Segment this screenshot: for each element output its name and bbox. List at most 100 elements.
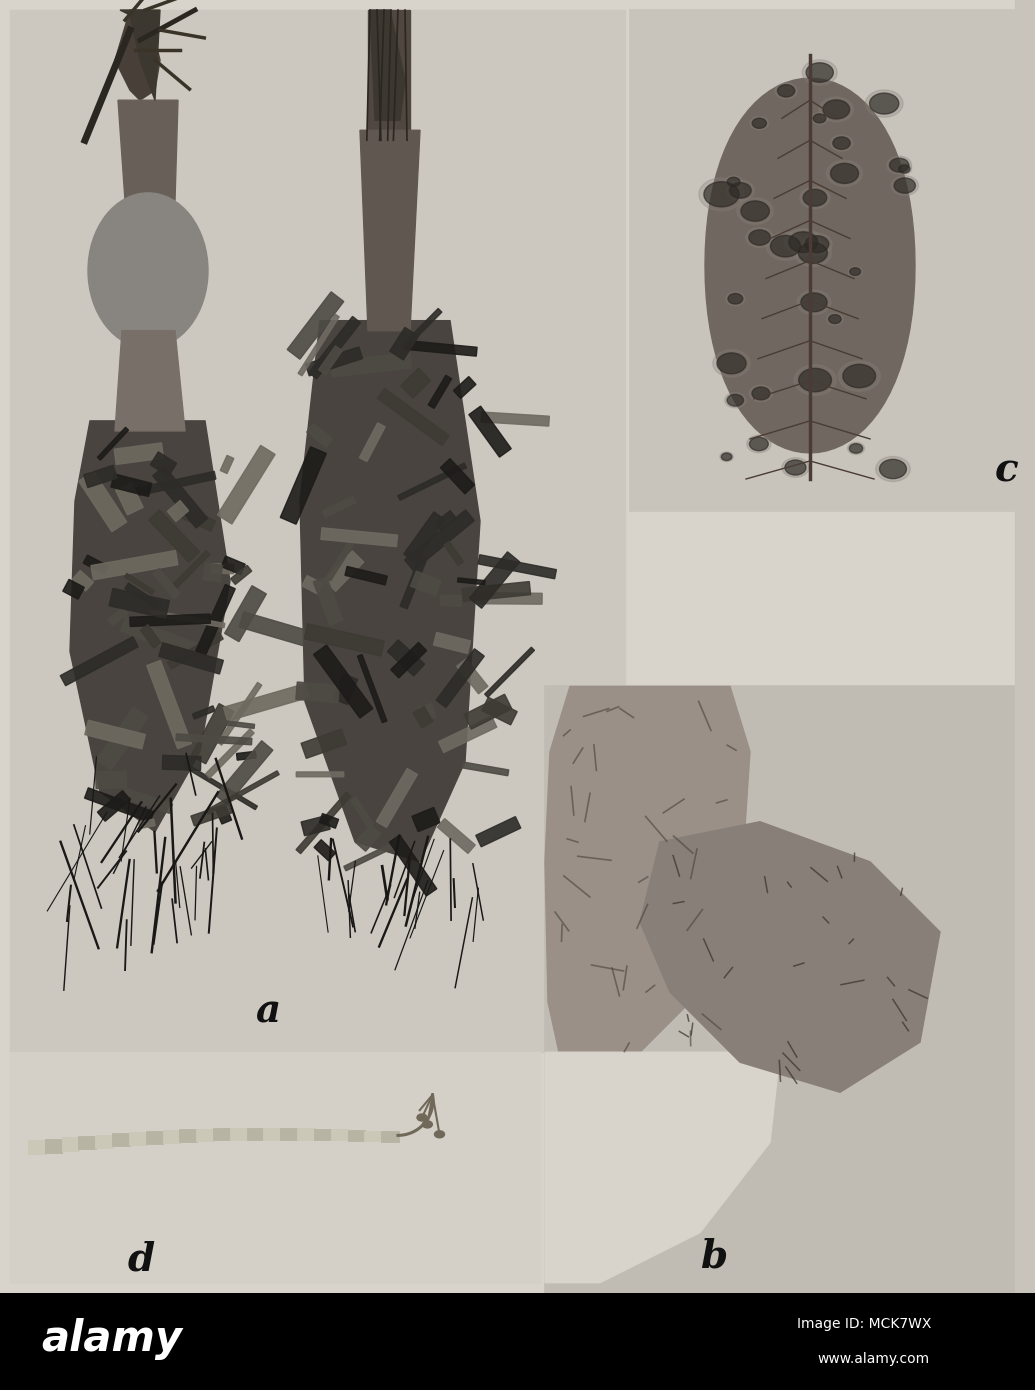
Ellipse shape [746, 228, 773, 247]
Ellipse shape [842, 364, 876, 388]
Polygon shape [296, 771, 344, 777]
Polygon shape [377, 769, 417, 827]
Polygon shape [305, 348, 362, 375]
Polygon shape [296, 682, 339, 703]
Polygon shape [193, 706, 215, 719]
Ellipse shape [770, 235, 800, 257]
Ellipse shape [830, 164, 858, 183]
Ellipse shape [794, 239, 831, 267]
Polygon shape [120, 10, 160, 100]
Polygon shape [183, 763, 258, 809]
Polygon shape [351, 796, 374, 827]
Ellipse shape [713, 350, 750, 377]
Polygon shape [288, 292, 344, 359]
Polygon shape [413, 706, 433, 728]
Ellipse shape [794, 364, 836, 395]
Polygon shape [63, 580, 84, 599]
Ellipse shape [865, 90, 903, 117]
Ellipse shape [889, 158, 909, 172]
Polygon shape [83, 555, 109, 574]
Polygon shape [79, 471, 126, 532]
Polygon shape [476, 816, 521, 847]
Ellipse shape [823, 100, 850, 120]
Polygon shape [139, 819, 155, 828]
Polygon shape [168, 500, 188, 521]
Polygon shape [115, 10, 160, 100]
Ellipse shape [814, 114, 826, 122]
Polygon shape [484, 648, 534, 698]
Polygon shape [405, 510, 474, 571]
Bar [95, 1134, 113, 1148]
Polygon shape [141, 624, 160, 648]
Polygon shape [428, 375, 451, 409]
Polygon shape [439, 716, 497, 752]
Polygon shape [296, 792, 351, 853]
Polygon shape [469, 406, 511, 457]
Polygon shape [369, 10, 405, 121]
Polygon shape [221, 556, 245, 574]
Polygon shape [97, 791, 130, 821]
Ellipse shape [800, 186, 830, 208]
Polygon shape [304, 624, 384, 656]
Polygon shape [477, 592, 542, 605]
Polygon shape [217, 682, 262, 745]
Bar [545, 687, 1025, 1293]
Ellipse shape [728, 293, 743, 304]
Bar [129, 1131, 147, 1145]
Polygon shape [360, 131, 420, 331]
Polygon shape [171, 550, 210, 589]
Polygon shape [401, 309, 442, 349]
Polygon shape [120, 617, 209, 663]
Ellipse shape [799, 368, 831, 392]
Ellipse shape [827, 160, 862, 186]
Ellipse shape [850, 268, 861, 275]
Polygon shape [300, 321, 480, 862]
Polygon shape [108, 607, 128, 626]
Polygon shape [462, 581, 531, 602]
Polygon shape [301, 816, 330, 835]
Ellipse shape [724, 392, 746, 407]
Polygon shape [705, 78, 915, 453]
Polygon shape [153, 466, 208, 528]
Polygon shape [306, 424, 332, 448]
Ellipse shape [749, 229, 770, 245]
Polygon shape [301, 730, 347, 759]
Ellipse shape [785, 460, 806, 475]
Polygon shape [444, 541, 464, 566]
Polygon shape [85, 720, 145, 749]
Polygon shape [345, 567, 387, 585]
Polygon shape [125, 582, 160, 609]
Polygon shape [481, 698, 518, 724]
Polygon shape [411, 571, 441, 596]
Polygon shape [462, 762, 509, 776]
Ellipse shape [789, 232, 818, 253]
Polygon shape [359, 423, 385, 461]
Polygon shape [96, 708, 148, 770]
Ellipse shape [891, 175, 918, 196]
Ellipse shape [750, 117, 768, 129]
Polygon shape [225, 585, 266, 642]
Ellipse shape [435, 1131, 444, 1138]
Polygon shape [153, 569, 180, 599]
Polygon shape [216, 806, 232, 824]
Polygon shape [640, 821, 940, 1093]
Bar [79, 1136, 96, 1150]
Ellipse shape [801, 293, 827, 311]
Ellipse shape [777, 85, 795, 97]
Polygon shape [171, 503, 215, 531]
Ellipse shape [797, 291, 831, 314]
Polygon shape [319, 346, 343, 375]
Ellipse shape [887, 156, 912, 174]
Polygon shape [211, 564, 234, 574]
Ellipse shape [806, 63, 833, 82]
Bar [331, 1129, 349, 1140]
Bar [179, 1129, 197, 1141]
Ellipse shape [829, 314, 841, 324]
Polygon shape [129, 614, 210, 627]
Ellipse shape [848, 442, 864, 455]
Polygon shape [203, 563, 223, 582]
Polygon shape [220, 456, 234, 474]
Polygon shape [401, 557, 426, 609]
Bar [10, 1052, 540, 1283]
Ellipse shape [802, 234, 832, 256]
